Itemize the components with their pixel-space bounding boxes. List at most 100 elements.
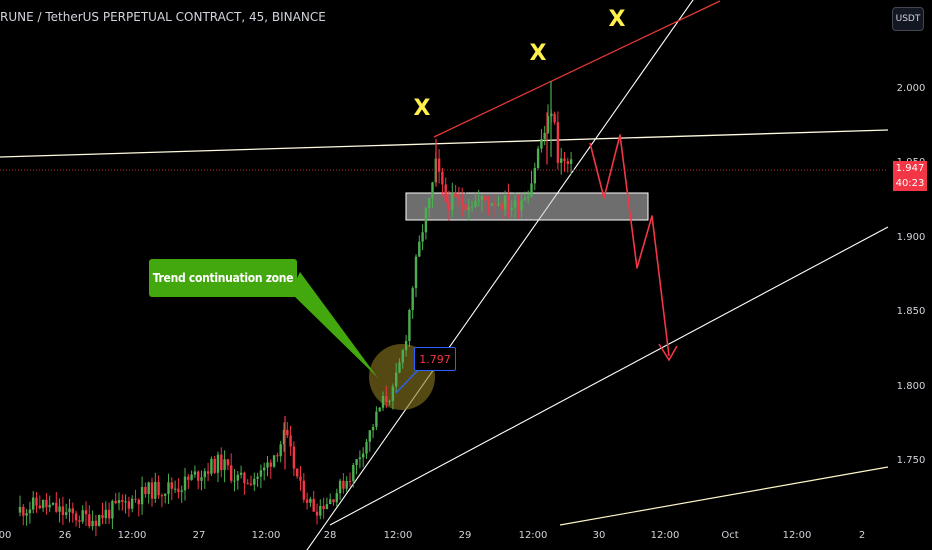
candle [497, 195, 500, 207]
candle [342, 473, 345, 494]
price-note[interactable]: 1.797 [414, 347, 456, 371]
candle-body [527, 196, 530, 199]
callout-label[interactable]: Trend continuation zone [149, 259, 297, 297]
candle-body [441, 171, 444, 185]
candle [484, 193, 487, 212]
price-axis-label: 1.750 [896, 455, 926, 466]
candle [461, 187, 464, 217]
candle-body [553, 113, 556, 123]
candle [470, 200, 474, 212]
candle-body [513, 200, 517, 208]
candle [391, 383, 395, 410]
candle [312, 490, 315, 512]
resistance-line [0, 129, 889, 158]
candle-body [566, 161, 569, 164]
time-axis-label: 29 [458, 530, 472, 541]
candle-body [345, 481, 348, 489]
candle [302, 473, 305, 503]
candle-body [107, 509, 111, 519]
candle [358, 450, 362, 469]
candle [507, 183, 510, 218]
candle-body [45, 499, 48, 508]
time-axis-label: 00 [0, 530, 12, 541]
candle [315, 503, 319, 525]
candle-body [68, 508, 71, 513]
candle-body [292, 446, 296, 469]
candle-body [378, 407, 381, 412]
candle [523, 191, 527, 202]
candle [111, 499, 114, 530]
candle-body [546, 116, 550, 133]
candle [150, 477, 154, 507]
price-axis-label: 1.850 [896, 306, 926, 318]
candle-body [388, 400, 391, 402]
candle-body [371, 426, 375, 431]
candle-body [569, 159, 573, 164]
candle [533, 162, 536, 191]
candle [368, 430, 371, 452]
candle-body [329, 499, 332, 505]
candle-body [253, 478, 256, 485]
candle-body [411, 288, 414, 311]
candle [78, 515, 81, 529]
candle [220, 447, 223, 478]
candle [385, 385, 388, 409]
candle [65, 503, 68, 519]
candle [154, 472, 157, 503]
candle [58, 498, 61, 523]
candle [272, 455, 276, 468]
candle-body [362, 453, 365, 458]
candle-body [259, 470, 263, 477]
candle [395, 363, 398, 394]
candle-body [223, 459, 226, 471]
candle [388, 399, 391, 406]
candle [101, 502, 104, 525]
candle [513, 192, 517, 218]
time-axis-label: 26 [58, 530, 72, 541]
candle-body [282, 429, 286, 445]
candle-body [249, 483, 253, 485]
candle-body [414, 256, 418, 289]
candle [418, 235, 421, 258]
candle-body [431, 182, 434, 199]
candle-body [451, 192, 454, 210]
candle [263, 462, 266, 481]
candle [487, 195, 490, 216]
candle-body [38, 505, 41, 509]
candle-body [556, 122, 560, 163]
x-marker: X [530, 41, 547, 66]
candle-body [398, 362, 401, 373]
candle [362, 447, 365, 468]
candle [494, 194, 497, 218]
candle-body [137, 499, 140, 505]
candle-body [101, 515, 104, 519]
candle [114, 492, 117, 505]
candle-body [22, 506, 25, 516]
candle [345, 476, 348, 492]
projected-arrowhead [658, 343, 678, 362]
candle-body [32, 497, 35, 510]
candle [121, 494, 124, 511]
projected-path [589, 134, 670, 357]
candle [375, 406, 378, 431]
candle [94, 515, 98, 537]
candle [338, 478, 342, 500]
candle [322, 497, 325, 519]
candle-body [302, 480, 305, 500]
candle [490, 202, 494, 206]
candle [98, 514, 101, 527]
price-axis-label: 1.900 [896, 231, 926, 243]
candle-body [365, 441, 368, 454]
bottom-trendline [559, 466, 889, 526]
candle [18, 495, 22, 517]
candle [88, 505, 91, 529]
x-marker: X [609, 7, 626, 32]
currency-button[interactable]: USDT [892, 7, 924, 31]
candle [107, 502, 111, 525]
candle-body [500, 204, 503, 210]
time-axis-label: 27 [192, 530, 206, 541]
candle-body [48, 504, 51, 508]
candle-body [560, 158, 563, 163]
candle-body [127, 501, 131, 509]
